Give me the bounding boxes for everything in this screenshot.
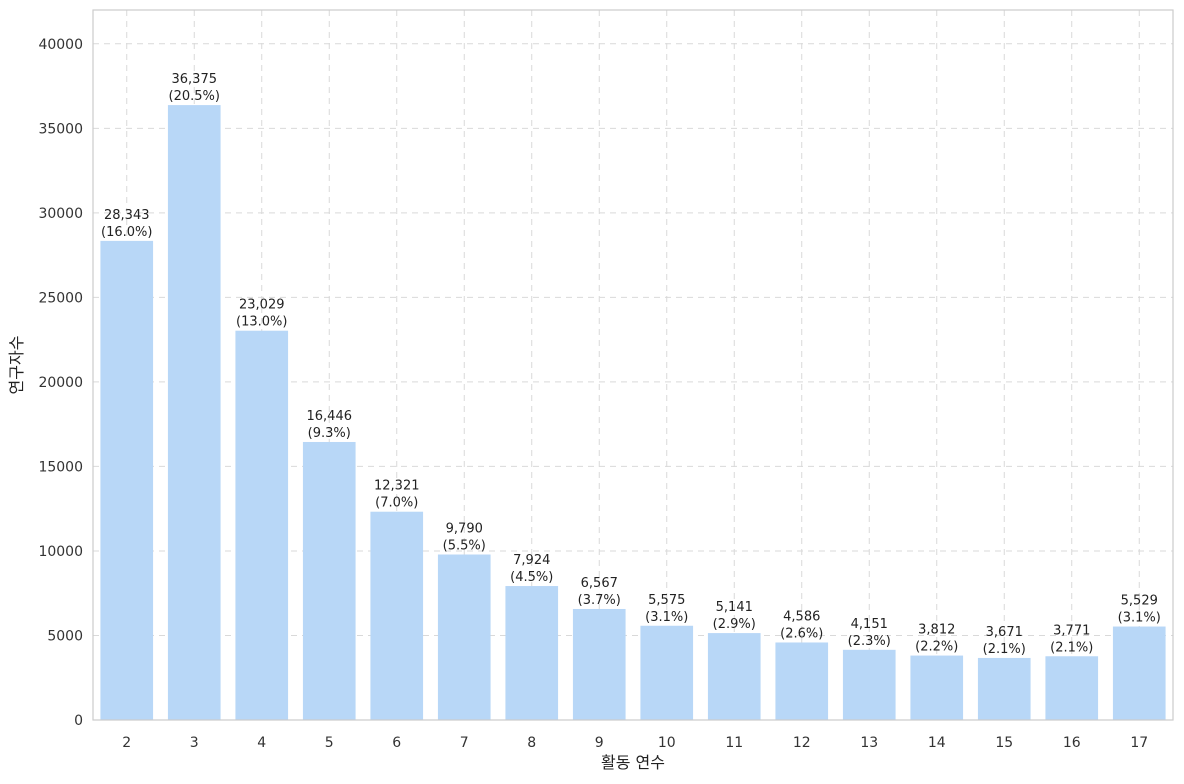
x-tick-label: 14 bbox=[928, 735, 946, 751]
y-tick-label: 35000 bbox=[38, 121, 83, 137]
x-tick-label: 15 bbox=[995, 735, 1013, 751]
x-tick-label: 6 bbox=[392, 735, 401, 751]
bar bbox=[910, 655, 964, 720]
bar-value-label: 16,446 bbox=[307, 409, 353, 424]
bar bbox=[235, 330, 289, 720]
bar bbox=[1112, 626, 1166, 720]
y-tick-label: 30000 bbox=[38, 206, 83, 222]
bar-value-label: 5,529 bbox=[1121, 594, 1158, 609]
x-tick-label: 4 bbox=[257, 735, 266, 751]
bar bbox=[167, 105, 221, 720]
bar bbox=[370, 511, 424, 720]
y-tick-label: 40000 bbox=[38, 37, 83, 53]
bar-percent-label: (2.2%) bbox=[915, 640, 958, 655]
bar-percent-label: (20.5%) bbox=[169, 89, 220, 104]
axis-layer: 0 5000 10000 15000 20000 25000 30000 35000 40000… bbox=[38, 37, 1148, 751]
bar-value-label: 28,343 bbox=[104, 208, 150, 223]
bar-percent-label: (3.1%) bbox=[1118, 611, 1161, 626]
x-tick-label: 12 bbox=[793, 735, 811, 751]
x-tick-label: 17 bbox=[1130, 735, 1148, 751]
bar-value-label: 7,924 bbox=[513, 553, 550, 568]
bar-value-label: 9,790 bbox=[446, 522, 483, 537]
x-tick-label: 8 bbox=[527, 735, 536, 751]
x-axis-title: 활동 연수 bbox=[601, 753, 665, 772]
x-tick-label: 13 bbox=[860, 735, 878, 751]
bar-value-label: 3,812 bbox=[918, 623, 955, 638]
bar-percent-label: (3.1%) bbox=[645, 610, 688, 625]
bar-percent-label: (2.9%) bbox=[713, 617, 756, 632]
x-tick-label: 16 bbox=[1063, 735, 1081, 751]
bar bbox=[505, 586, 559, 720]
bar bbox=[707, 633, 761, 720]
bar bbox=[775, 642, 829, 720]
y-tick-label: 0 bbox=[74, 713, 83, 729]
bar-percent-label: (2.3%) bbox=[848, 634, 891, 649]
bar-percent-label: (5.5%) bbox=[443, 539, 486, 554]
bar-value-label: 3,671 bbox=[986, 625, 1023, 640]
bar-percent-label: (9.3%) bbox=[308, 426, 351, 441]
bar-value-label: 36,375 bbox=[172, 72, 218, 87]
bar bbox=[842, 649, 896, 720]
bar bbox=[302, 441, 356, 720]
y-tick-label: 5000 bbox=[47, 628, 83, 644]
bar-value-label: 5,575 bbox=[648, 593, 685, 608]
x-tick-label: 2 bbox=[122, 735, 131, 751]
y-tick-label: 25000 bbox=[38, 290, 83, 306]
bar-percent-label: (13.0%) bbox=[236, 315, 287, 330]
bar-value-label: 3,771 bbox=[1053, 623, 1090, 638]
bar bbox=[437, 554, 491, 720]
bar bbox=[1045, 656, 1099, 720]
bar bbox=[572, 608, 626, 720]
bar-layer bbox=[100, 105, 1166, 720]
bar-percent-label: (2.1%) bbox=[983, 642, 1026, 657]
bar-percent-label: (2.1%) bbox=[1050, 640, 1093, 655]
x-tick-label: 5 bbox=[325, 735, 334, 751]
y-axis-title: 연구자수 bbox=[7, 336, 26, 395]
bar bbox=[100, 240, 154, 720]
y-tick-label: 15000 bbox=[38, 459, 83, 475]
y-tick-label: 10000 bbox=[38, 544, 83, 560]
bar-percent-label: (7.0%) bbox=[375, 496, 418, 511]
bar-value-label: 12,321 bbox=[374, 479, 420, 494]
plot-frame bbox=[92, 9, 1174, 721]
bar bbox=[640, 625, 694, 720]
x-tick-label: 11 bbox=[725, 735, 743, 751]
bar-value-label: 5,141 bbox=[716, 600, 753, 615]
bar-value-label: 23,029 bbox=[239, 298, 285, 313]
y-tick-label: 20000 bbox=[38, 375, 83, 391]
bar bbox=[977, 657, 1031, 720]
bar-value-label: 4,586 bbox=[783, 609, 820, 624]
x-tick-label: 3 bbox=[190, 735, 199, 751]
bar-percent-label: (3.7%) bbox=[578, 593, 621, 608]
x-tick-label: 9 bbox=[595, 735, 604, 751]
x-tick-label: 7 bbox=[460, 735, 469, 751]
data-label-layer: 28,343 (16.0%) 36,375 (20.5%) 23,029 (13.0%) 1… bbox=[101, 72, 1161, 657]
bar-value-label: 4,151 bbox=[851, 617, 888, 632]
bar-value-label: 6,567 bbox=[581, 576, 618, 591]
x-tick-label: 10 bbox=[658, 735, 676, 751]
bar-percent-label: (16.0%) bbox=[101, 225, 152, 240]
bar-percent-label: (4.5%) bbox=[510, 570, 553, 585]
bar-percent-label: (2.6%) bbox=[780, 626, 823, 641]
